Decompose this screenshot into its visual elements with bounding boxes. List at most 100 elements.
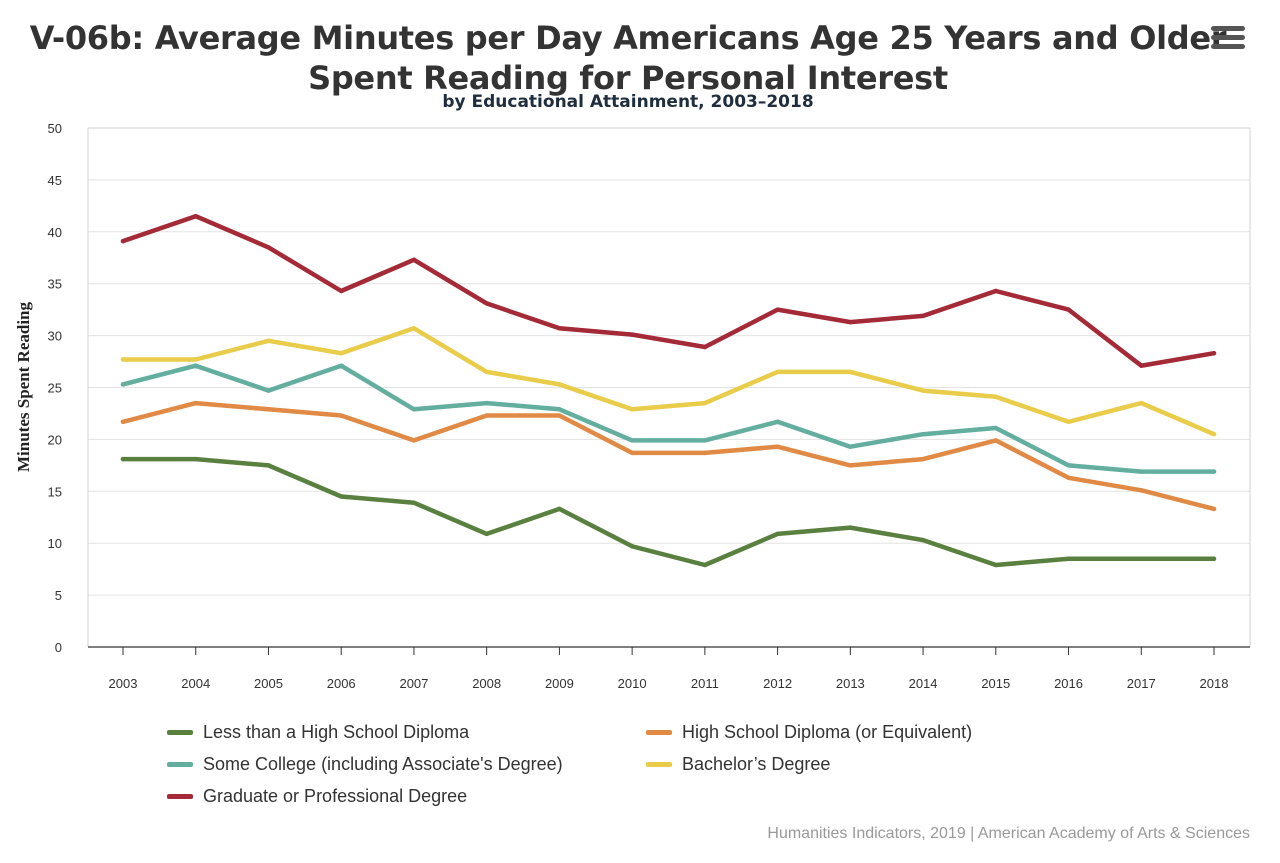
x-tick-label: 2013 (836, 676, 865, 691)
x-tick-label: 2007 (399, 676, 428, 691)
data-point (629, 544, 635, 549)
data-point (629, 407, 635, 412)
data-point (920, 313, 926, 319)
data-point (848, 525, 853, 530)
data-point (702, 438, 708, 443)
data-point (1211, 432, 1217, 437)
data-point (702, 344, 708, 350)
series-line-1 (120, 456, 1217, 568)
data-point (629, 450, 635, 456)
data-point (920, 388, 926, 393)
data-point (193, 357, 198, 362)
data-point (848, 369, 853, 375)
data-point (848, 463, 853, 468)
data-point (702, 562, 708, 568)
data-point (484, 301, 489, 306)
data-point (484, 531, 489, 537)
x-tick-label: 2011 (691, 676, 719, 691)
data-point (1066, 307, 1071, 312)
y-axis-label: Minutes Spent Reading (14, 301, 33, 472)
data-point (1211, 351, 1217, 356)
data-point (775, 369, 780, 375)
y-tick-label: 30 (48, 329, 62, 344)
data-point (339, 363, 344, 368)
legend-label: Graduate or Professional Degree (203, 786, 468, 806)
data-point (1066, 556, 1071, 561)
data-point (1139, 469, 1144, 474)
data-point (920, 456, 926, 462)
series-line-5 (120, 213, 1217, 368)
line-chart: 0 5 10 15 20 25 30 35 40 45 50 2003 2004 2005 2006 2007… (14, 121, 1251, 691)
legend-label: Some College (including Associate's Degr… (203, 754, 563, 774)
gridlines (88, 127, 1250, 596)
data-point (848, 444, 853, 449)
x-tick-label: 2016 (1054, 676, 1083, 691)
data-point (266, 245, 271, 250)
x-tick-label: 2008 (472, 676, 501, 691)
data-point (557, 413, 562, 418)
data-point (1139, 400, 1144, 406)
legend-label: High School Diploma (or Equivalent) (682, 722, 973, 742)
data-point (557, 382, 562, 387)
data-point (411, 407, 417, 412)
data-point (120, 456, 126, 462)
legend-item[interactable]: Graduate or Professional Degree (167, 786, 467, 807)
series-line-4 (120, 326, 1217, 437)
data-point (1066, 463, 1071, 468)
data-point (120, 419, 126, 424)
data-point (1139, 488, 1144, 493)
data-point (193, 214, 198, 219)
legend-swatch (167, 730, 193, 735)
data-point (339, 351, 344, 356)
data-point (411, 326, 417, 331)
data-point (557, 326, 562, 331)
x-tick-label: 2017 (1127, 676, 1156, 691)
data-point (1211, 469, 1217, 474)
y-tick-label: 45 (48, 173, 62, 188)
legend-item[interactable]: Bachelor’s Degree (646, 754, 830, 775)
x-tick-label: 2018 (1200, 676, 1229, 691)
data-point (266, 388, 271, 393)
chart-subtitle: by Educational Attainment, 2003–2018 (442, 92, 814, 112)
data-point (411, 257, 417, 263)
data-point (193, 456, 198, 462)
legend-item[interactable]: High School Diploma (or Equivalent) (646, 722, 972, 743)
title-line-1: V-06b: Average Minutes per Day Americans… (29, 19, 1227, 57)
data-point (120, 238, 126, 244)
data-point (775, 307, 780, 312)
y-tick-label: 0 (55, 640, 62, 655)
y-tick-label: 10 (48, 536, 62, 551)
data-point (993, 438, 998, 443)
y-tick-label: 25 (48, 381, 62, 396)
legend-item[interactable]: Less than a High School Diploma (167, 722, 469, 743)
data-point (993, 288, 998, 294)
data-point (484, 413, 489, 418)
legend-label: Less than a High School Diploma (203, 722, 470, 742)
series-line-3 (120, 363, 1217, 474)
data-point (629, 438, 635, 443)
legend-swatch (167, 794, 193, 799)
hamburger-menu-icon[interactable] (1211, 26, 1245, 52)
legend-swatch (646, 762, 672, 767)
legend-swatch (167, 762, 193, 767)
data-point (629, 332, 635, 337)
data-point (266, 407, 271, 412)
x-tick-label: 2012 (763, 676, 792, 691)
data-point (1211, 506, 1217, 512)
data-point (920, 537, 926, 543)
data-point (993, 394, 998, 400)
data-point (1066, 419, 1071, 424)
data-point (120, 357, 126, 362)
legend-label: Bachelor’s Degree (682, 754, 831, 774)
legend-swatch (646, 730, 672, 735)
credit-link[interactable]: Humanities Indicators, 2019 | American A… (767, 825, 1250, 842)
x-tick-label: 2005 (254, 676, 283, 691)
data-point (920, 432, 926, 437)
data-point (266, 463, 271, 468)
data-point (702, 400, 708, 406)
data-point (339, 413, 344, 418)
data-point (411, 500, 417, 505)
title-line-2: Spent Reading for Personal Interest (308, 59, 948, 97)
data-point (775, 531, 780, 537)
legend-item[interactable]: Some College (including Associate's Degr… (167, 754, 563, 775)
